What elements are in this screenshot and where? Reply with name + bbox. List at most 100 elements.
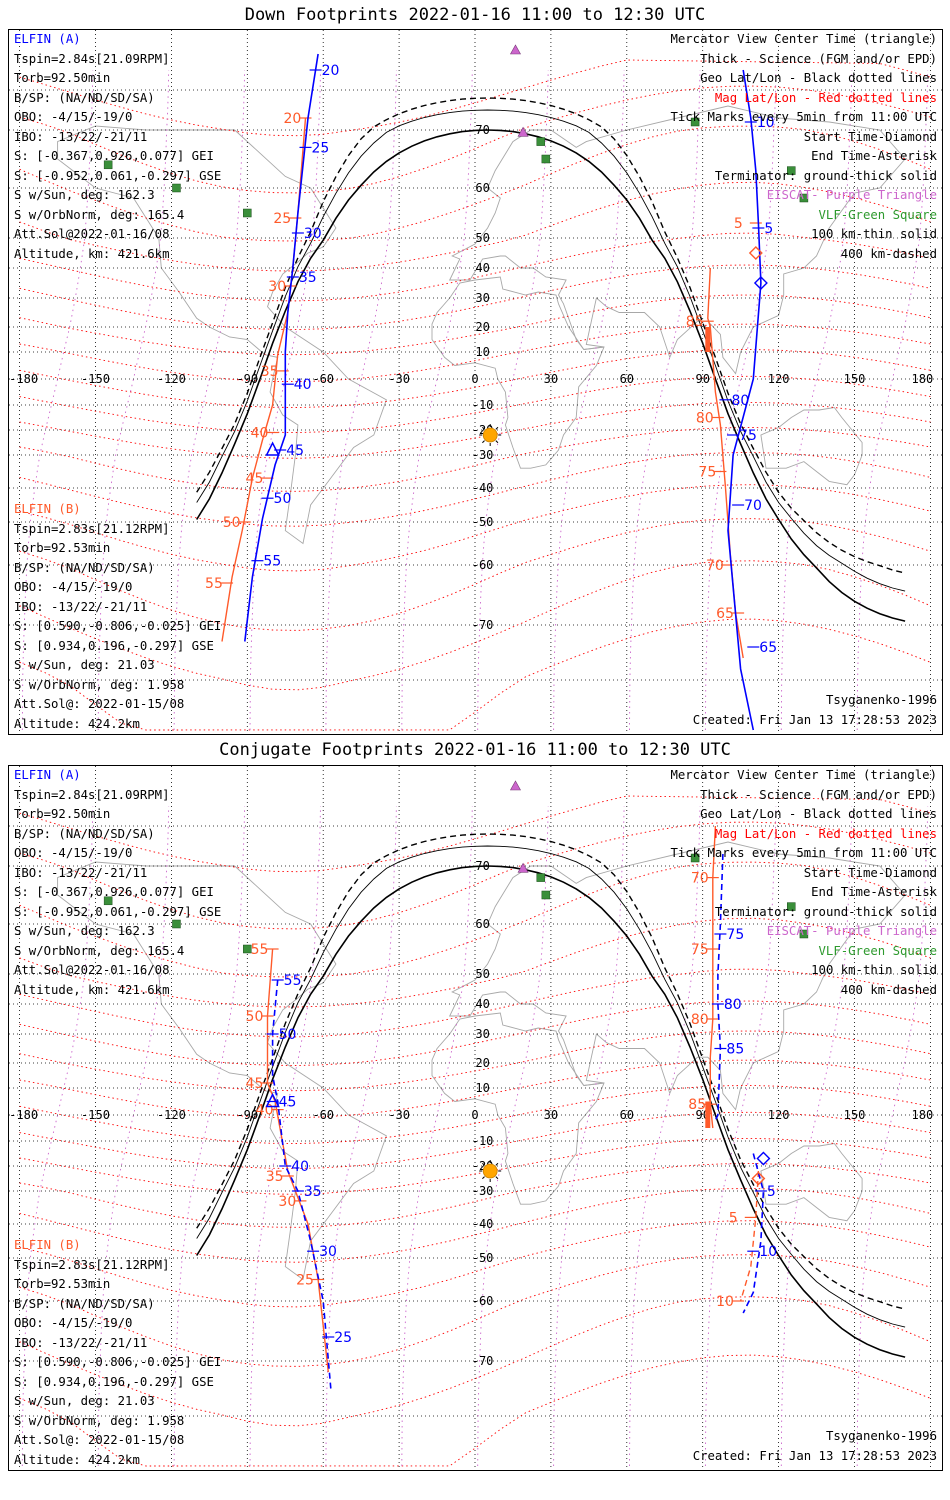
legend-item: EISCAT- Purple Triangle [766,188,937,203]
model-label: Tsyganenko-1996 [825,693,937,707]
vlf-square-icon [787,902,796,911]
mag-parallel [19,861,931,978]
legend-item: Start Time-Diamond [803,865,937,880]
orbit-tick-label: 55 [251,942,269,958]
mag-parallel [19,85,931,194]
vlf-square-icon [536,873,546,882]
lon-tick-label: 180 [912,1108,934,1122]
created-timestamp: Created: Fri Jan 13 17:28:53 2023 [692,1449,937,1463]
orbit-tick-label: 30 [268,279,286,295]
lat-tick-label: 50 [475,967,489,981]
lon-tick-label: -180 [9,372,38,386]
orbit-tick-label: 65 [716,606,734,622]
conjugate-footprints-map: -180 -150 -120 -90 -60 -30 0 30 60 90 120 150 180706… [9,766,942,1470]
mag-parallel [19,1030,931,1092]
axis-labels: -180 -150 -120 -90 -60 -30 0 30 60 90 120 150 180 70 6… [9,123,933,632]
elfin-a-label: ELFIN (A) [14,32,81,46]
sun-disc [482,1163,498,1179]
elfin-b-attsol: Att.Sol@: 2022-01-15/08 [14,1433,185,1448]
legend-item: End Time-Asterisk [811,149,937,164]
orbit-tick-label: 30 [278,1194,296,1210]
elfin-a-attsol: Att.Sol@2022-01-16/08 [14,963,170,978]
orbit-path [742,1153,765,1314]
orbit-tick-label: 85 [686,314,704,330]
elfin-a-obo: OBO: -4/15/-19/0 [14,846,133,861]
mag-parallel [19,1254,931,1367]
legend-item: Mag Lat/Lon - Red dotted lines [714,826,937,841]
elfin-b-label: ELFIN (B) [14,502,81,516]
terminator-line [196,97,906,574]
elfin-b-bsp: B/SP: (NA/ND/SD/SA) [14,1296,155,1311]
mag-meridian [249,805,321,1467]
mag-parallel [19,821,931,930]
legend-item: 400 km-dashed [840,983,937,998]
elfin-a-s-gei: S: [-0.367,0.926,0.077] GEI [14,149,214,164]
lon-tick-label: -60 [312,1108,334,1122]
mag-meridian [553,805,625,1467]
orbit-tick-label: 45 [246,471,264,487]
orbit-tick-label: 30 [319,1244,337,1260]
elfin-a-s-gse: S: [-0.952,0.061,-0.297] GSE [14,904,222,919]
orbit-tick-label: 75 [698,465,716,481]
vlf-square-icon [690,117,700,127]
sun-icon [479,424,502,446]
lon-tick-label: -90 [236,372,258,386]
start-diamond-icon [751,1171,766,1186]
orbit-path [244,53,319,642]
elfin-b-s-gei: S: [0.590,-0.806,-0.025] GEI [14,619,222,634]
sun-icon [479,1160,502,1182]
mag-grid [19,59,931,731]
sun-ray [495,1176,499,1180]
eiscat-triangle-icon [517,126,529,137]
elfin-b-tspin: Tspin=2.83s[21.12RPM] [14,521,170,536]
elfin-b-ibo: IBO: -13/22/-21/11 [14,1335,148,1350]
legend-item: Geo Lat/Lon - Black dotted lines [700,71,937,86]
lat-tick-label: -60 [472,558,494,572]
mag-parallel [19,294,931,356]
elfin-a-s-sun: S w/Sun, deg: 162.3 [14,188,155,203]
orbit-track: 20 25 30 35 40 45 50 55 [244,53,340,642]
legend: Mercator View Center Time (triangle) Thi… [670,30,937,265]
coastline [760,1143,863,1222]
terminator-line [196,109,906,592]
elfin-a-bsp: B/SP: (NA/ND/SD/SA) [14,826,155,841]
elfin-a-s-orbnorm: S w/OrbNorm, deg: 165.4 [14,207,185,222]
orbit-tick-label: 70 [691,871,709,887]
orbit-track: 5 10 [716,1170,760,1310]
mag-grid [19,795,931,1467]
orbit-tick-label: 40 [251,426,269,442]
legend-item: VLF-Green Square [818,207,937,222]
orbit-tick-label: 70 [744,498,762,514]
orbit-tick-label: 35 [266,1169,284,1185]
lat-tick-label: 50 [475,231,489,245]
terminator-line [196,845,906,1328]
orbit-track: 5 85 80 75 70 65 [686,216,762,659]
lon-tick-label: -90 [236,1108,258,1122]
orbit-tick-label: 25 [334,1330,352,1346]
orbit-tick-label: 5 [764,221,773,237]
orbit-tick-label: 65 [759,640,777,656]
lon-tick-label: 120 [768,1108,790,1122]
elfin-a-altitude: Altitude, km: 421.6km [14,983,170,998]
mag-meridian [401,805,473,1467]
lat-tick-label: -30 [472,1184,494,1198]
lon-tick-label: -120 [157,372,186,386]
lat-tick-label: -70 [472,1354,494,1368]
terminators [196,97,906,622]
mag-parallel [19,484,931,572]
vlf-square-icon [536,137,546,146]
orbit-tick-label: 80 [691,1012,709,1028]
orbit-tick-label: 20 [322,63,340,79]
elfin-a-s-gse: S: [-0.952,0.061,-0.297] GSE [14,168,222,183]
lon-tick-label: 90 [695,372,709,386]
orbit-tick-label: 55 [284,973,302,989]
lon-tick-label: 30 [544,1108,558,1122]
elfin-a-label: ELFIN (A) [14,768,81,782]
orbit-tick-label: 75 [691,942,709,958]
vlf-square-icon [690,853,700,863]
sun-ray [482,1162,485,1166]
lon-tick-label: 150 [844,1108,866,1122]
elfin-a-torb: Torb=92.50min [14,807,111,822]
lon-tick-label: 180 [912,372,934,386]
orbit-tick-label: 50 [274,491,292,507]
